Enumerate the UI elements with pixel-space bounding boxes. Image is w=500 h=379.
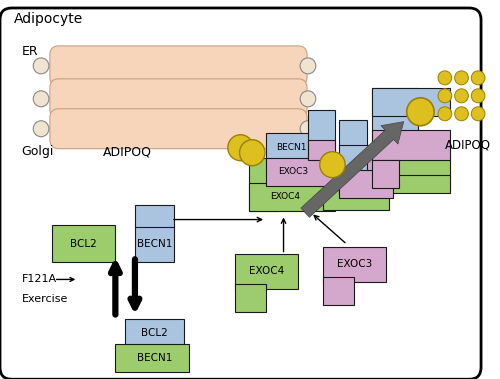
Circle shape	[300, 58, 316, 74]
FancyBboxPatch shape	[50, 46, 307, 86]
Text: BCL2: BCL2	[141, 328, 168, 338]
Bar	[386, 155, 450, 190]
Circle shape	[406, 98, 434, 126]
Bar	[372, 130, 450, 160]
Circle shape	[454, 89, 468, 103]
Text: Adipocyte: Adipocyte	[14, 12, 83, 26]
Bar	[340, 120, 366, 194]
Bar	[386, 130, 416, 158]
Bar	[308, 110, 336, 163]
FancyArrowPatch shape	[301, 122, 404, 217]
Text: F121A: F121A	[22, 274, 56, 284]
Circle shape	[438, 89, 452, 103]
Bar	[116, 344, 188, 372]
Text: EXOC4: EXOC4	[250, 266, 284, 276]
Circle shape	[438, 107, 452, 121]
Circle shape	[454, 71, 468, 85]
Bar	[266, 133, 330, 161]
Bar	[322, 277, 354, 305]
Text: EXOC4: EXOC4	[270, 192, 300, 201]
Bar	[340, 170, 393, 197]
Bar	[372, 175, 450, 193]
Circle shape	[438, 71, 452, 85]
Circle shape	[472, 71, 485, 85]
Text: BCL2: BCL2	[70, 238, 96, 249]
Circle shape	[454, 107, 468, 121]
Bar	[234, 284, 266, 312]
Circle shape	[300, 91, 316, 107]
Bar	[340, 145, 398, 173]
Text: Exercise: Exercise	[22, 294, 68, 304]
Bar	[135, 224, 174, 263]
Text: ER: ER	[22, 45, 38, 58]
Text: EXOC3: EXOC3	[338, 260, 372, 269]
Bar	[366, 148, 394, 170]
Bar	[322, 170, 342, 197]
Circle shape	[472, 89, 485, 103]
Circle shape	[300, 121, 316, 137]
Text: BECN1: BECN1	[137, 353, 172, 363]
Text: BECN1: BECN1	[276, 143, 306, 152]
Circle shape	[320, 152, 345, 178]
Circle shape	[33, 58, 49, 74]
Bar	[308, 140, 336, 160]
Circle shape	[228, 135, 253, 161]
Text: EXOC3: EXOC3	[278, 167, 308, 176]
Bar	[234, 254, 298, 290]
Bar	[250, 158, 276, 211]
Circle shape	[33, 121, 49, 137]
Bar	[135, 205, 174, 227]
Bar	[52, 224, 116, 263]
Text: ADIPOQ: ADIPOQ	[102, 145, 152, 158]
Circle shape	[33, 91, 49, 107]
Bar	[372, 88, 450, 116]
Text: ADIPOQ: ADIPOQ	[445, 138, 491, 151]
Bar	[372, 160, 399, 188]
Bar	[372, 88, 418, 143]
Text: Golgi: Golgi	[22, 145, 54, 158]
FancyBboxPatch shape	[50, 109, 307, 149]
Bar	[250, 183, 336, 211]
Bar	[322, 247, 386, 282]
Text: BECN1: BECN1	[137, 238, 172, 249]
FancyBboxPatch shape	[50, 79, 307, 119]
Circle shape	[472, 107, 485, 121]
Circle shape	[240, 140, 265, 166]
Bar	[322, 190, 389, 210]
Bar	[266, 158, 336, 186]
FancyBboxPatch shape	[0, 8, 481, 379]
Bar	[125, 319, 184, 347]
